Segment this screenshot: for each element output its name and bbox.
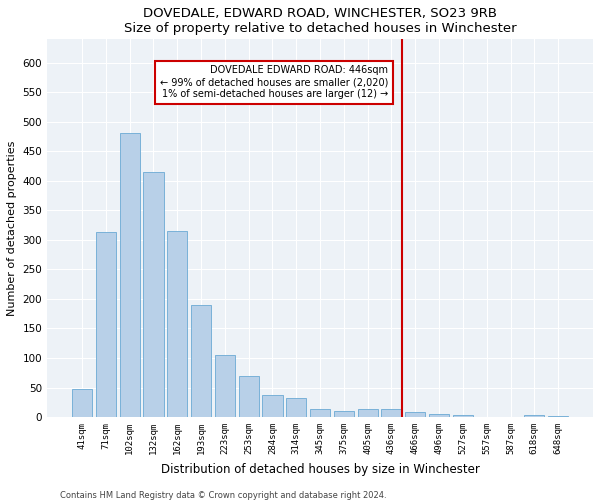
Bar — [262, 394, 283, 417]
Bar — [429, 414, 449, 417]
Bar — [334, 411, 354, 417]
Bar — [215, 355, 235, 417]
Bar — [167, 231, 187, 417]
Bar — [143, 172, 164, 417]
Bar — [310, 410, 330, 417]
Bar — [358, 410, 378, 417]
Bar — [382, 410, 401, 417]
Bar — [548, 416, 568, 417]
Title: DOVEDALE, EDWARD ROAD, WINCHESTER, SO23 9RB
Size of property relative to detache: DOVEDALE, EDWARD ROAD, WINCHESTER, SO23 … — [124, 7, 517, 35]
Text: DOVEDALE EDWARD ROAD: 446sqm
← 99% of detached houses are smaller (2,020)
1% of : DOVEDALE EDWARD ROAD: 446sqm ← 99% of de… — [160, 66, 388, 98]
Bar — [96, 232, 116, 417]
Y-axis label: Number of detached properties: Number of detached properties — [7, 140, 17, 316]
Bar — [239, 376, 259, 417]
Bar — [405, 412, 425, 417]
Bar — [286, 398, 307, 417]
Bar — [191, 305, 211, 417]
Bar — [72, 390, 92, 417]
Text: Contains HM Land Registry data © Crown copyright and database right 2024.: Contains HM Land Registry data © Crown c… — [60, 490, 386, 500]
X-axis label: Distribution of detached houses by size in Winchester: Distribution of detached houses by size … — [161, 462, 479, 475]
Bar — [476, 416, 497, 417]
Bar — [453, 416, 473, 417]
Bar — [524, 416, 544, 417]
Bar — [119, 134, 140, 417]
